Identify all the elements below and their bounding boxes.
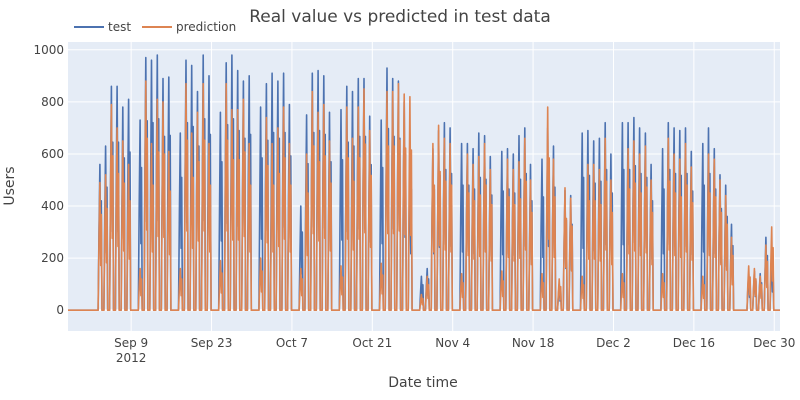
y-tick-label: 600 <box>41 147 64 161</box>
x-tick-label: Sep 9 <box>114 336 148 350</box>
x-tick-label: Dec 2 <box>596 336 631 350</box>
legend-label-prediction: prediction <box>176 20 236 34</box>
x-tick-label: Oct 21 <box>352 336 392 350</box>
y-tick-label: 1000 <box>33 43 64 57</box>
x-tick-sublabel: 2012 <box>116 351 147 365</box>
x-tick-label: Nov 18 <box>512 336 555 350</box>
chart-title: Real value vs predicted in test data <box>249 7 551 27</box>
series-layer <box>68 54 780 311</box>
legend-label-test: test <box>108 20 131 34</box>
y-tick-label: 200 <box>41 251 64 265</box>
series-line-prediction <box>68 80 780 311</box>
y-tick-label: 0 <box>56 303 64 317</box>
y-tick-label: 400 <box>41 199 64 213</box>
y-tick-label: 800 <box>41 95 64 109</box>
legend[interactable]: test prediction <box>74 20 236 34</box>
x-tick-label: Sep 23 <box>191 336 233 350</box>
x-tick-label: Oct 7 <box>276 336 308 350</box>
x-tick-label: Dec 16 <box>673 336 715 350</box>
y-tick-labels: 0 200 400 600 800 1000 <box>33 43 64 317</box>
x-axis-label: Date time <box>388 375 458 391</box>
x-tick-label: Nov 4 <box>435 336 470 350</box>
x-tick-label: Dec 30 <box>753 336 795 350</box>
y-axis-label: Users <box>2 166 18 205</box>
